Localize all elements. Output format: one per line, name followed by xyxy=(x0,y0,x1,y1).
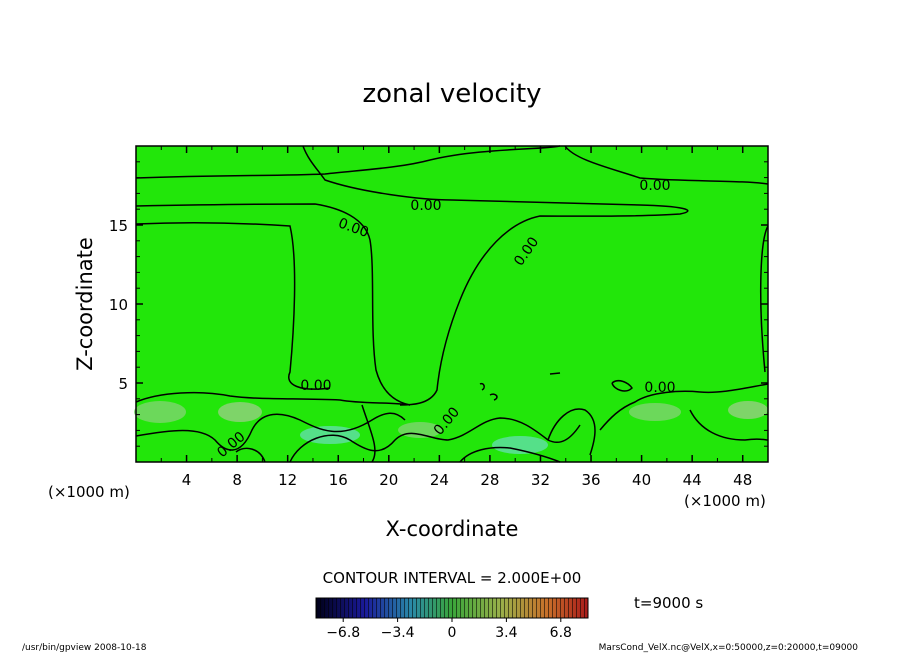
contour-line xyxy=(479,382,485,391)
x-tick-label: 20 xyxy=(379,471,398,489)
contour-line xyxy=(302,145,689,406)
x-axis-unit-right: (×1000 m) xyxy=(684,492,766,510)
contour-line xyxy=(135,221,331,390)
colorbar-tick-label: −6.8 xyxy=(326,625,360,641)
x-tick-label: 48 xyxy=(733,471,752,489)
contour-line xyxy=(235,447,266,463)
turbulence-patch xyxy=(492,436,548,454)
y-tick-label: 5 xyxy=(118,375,128,393)
contour-line xyxy=(547,408,596,456)
contour-line xyxy=(459,446,561,463)
y-axis: 5 10 15 xyxy=(109,161,768,447)
y-tick-label: 15 xyxy=(109,217,128,235)
contour-line xyxy=(689,409,769,441)
x-tick-label: 28 xyxy=(480,471,499,489)
x-tick-label: 44 xyxy=(683,471,702,489)
x-axis: 4 8 12 16 20 24 28 32 36 40 44 48 xyxy=(160,146,752,489)
x-tick-label: 4 xyxy=(182,471,192,489)
contour-line xyxy=(135,391,411,406)
footer-right: MarsCond_VelX.nc@VelX,x=0:50000,z=0:2000… xyxy=(599,643,859,653)
contour-line xyxy=(599,383,769,431)
contour-line xyxy=(361,404,376,463)
x-tick-label: 8 xyxy=(232,471,242,489)
contour-label: 0.00 xyxy=(410,198,441,214)
contour-label: 0.00 xyxy=(300,378,331,394)
contour-interval-text: CONTOUR INTERVAL = 2.000E+00 xyxy=(323,569,582,587)
contour-lines xyxy=(135,145,769,463)
x-axis-unit-left: (×1000 m) xyxy=(48,483,130,501)
x-tick-label: 32 xyxy=(531,471,550,489)
contour-line xyxy=(564,145,769,185)
colorbar-stripes xyxy=(316,598,588,618)
colorbar: −6.8 −3.4 0 3.4 6.8 xyxy=(315,597,589,641)
y-axis-title: Z-coordinate xyxy=(73,237,97,371)
chart-title: zonal velocity xyxy=(362,79,541,109)
x-tick-label: 16 xyxy=(329,471,348,489)
y-tick-label: 10 xyxy=(109,296,128,314)
turbulence-patch xyxy=(728,401,768,419)
contour-label: 0.00 xyxy=(644,380,675,396)
turbulence-patch xyxy=(629,403,681,421)
contour-line xyxy=(759,225,769,373)
x-tick-label: 40 xyxy=(632,471,651,489)
colorbar-tick-label: 6.8 xyxy=(550,625,572,641)
x-tick-label: 36 xyxy=(581,471,600,489)
contour-line xyxy=(611,380,633,392)
footer-left: /usr/bin/gpview 2008-10-18 xyxy=(22,643,147,653)
time-label: t=9000 s xyxy=(634,594,703,612)
turbulence-patch xyxy=(134,401,186,423)
contour-label: 0.00 xyxy=(639,178,670,194)
x-tick-label: 12 xyxy=(278,471,297,489)
x-tick-label: 24 xyxy=(430,471,449,489)
contour-line xyxy=(135,203,411,406)
colorbar-tick-label: −3.4 xyxy=(381,625,415,641)
contour-line xyxy=(135,412,406,451)
colorbar-ticks: −6.8 −3.4 0 3.4 6.8 xyxy=(326,618,572,641)
surface-turbulence-patches xyxy=(134,401,768,454)
colorbar-tick-label: 0 xyxy=(448,625,457,641)
x-axis-title: X-coordinate xyxy=(386,517,519,541)
contour-line xyxy=(549,372,561,375)
colorbar-tick-label: 3.4 xyxy=(495,625,517,641)
contour-line xyxy=(489,393,498,401)
contour-line xyxy=(135,145,561,179)
turbulence-patch xyxy=(218,402,262,422)
